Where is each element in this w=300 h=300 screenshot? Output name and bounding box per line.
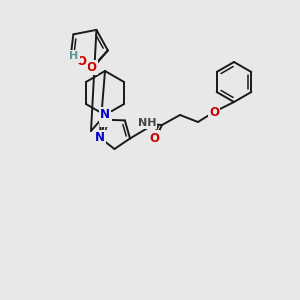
- Text: N: N: [94, 131, 105, 144]
- Text: O: O: [87, 61, 97, 74]
- Text: NH: NH: [138, 118, 156, 128]
- Text: N: N: [100, 109, 110, 122]
- Text: N: N: [101, 113, 111, 126]
- Text: O: O: [77, 55, 87, 68]
- Text: O: O: [209, 106, 219, 118]
- Text: H: H: [69, 51, 79, 62]
- Text: O: O: [149, 131, 159, 145]
